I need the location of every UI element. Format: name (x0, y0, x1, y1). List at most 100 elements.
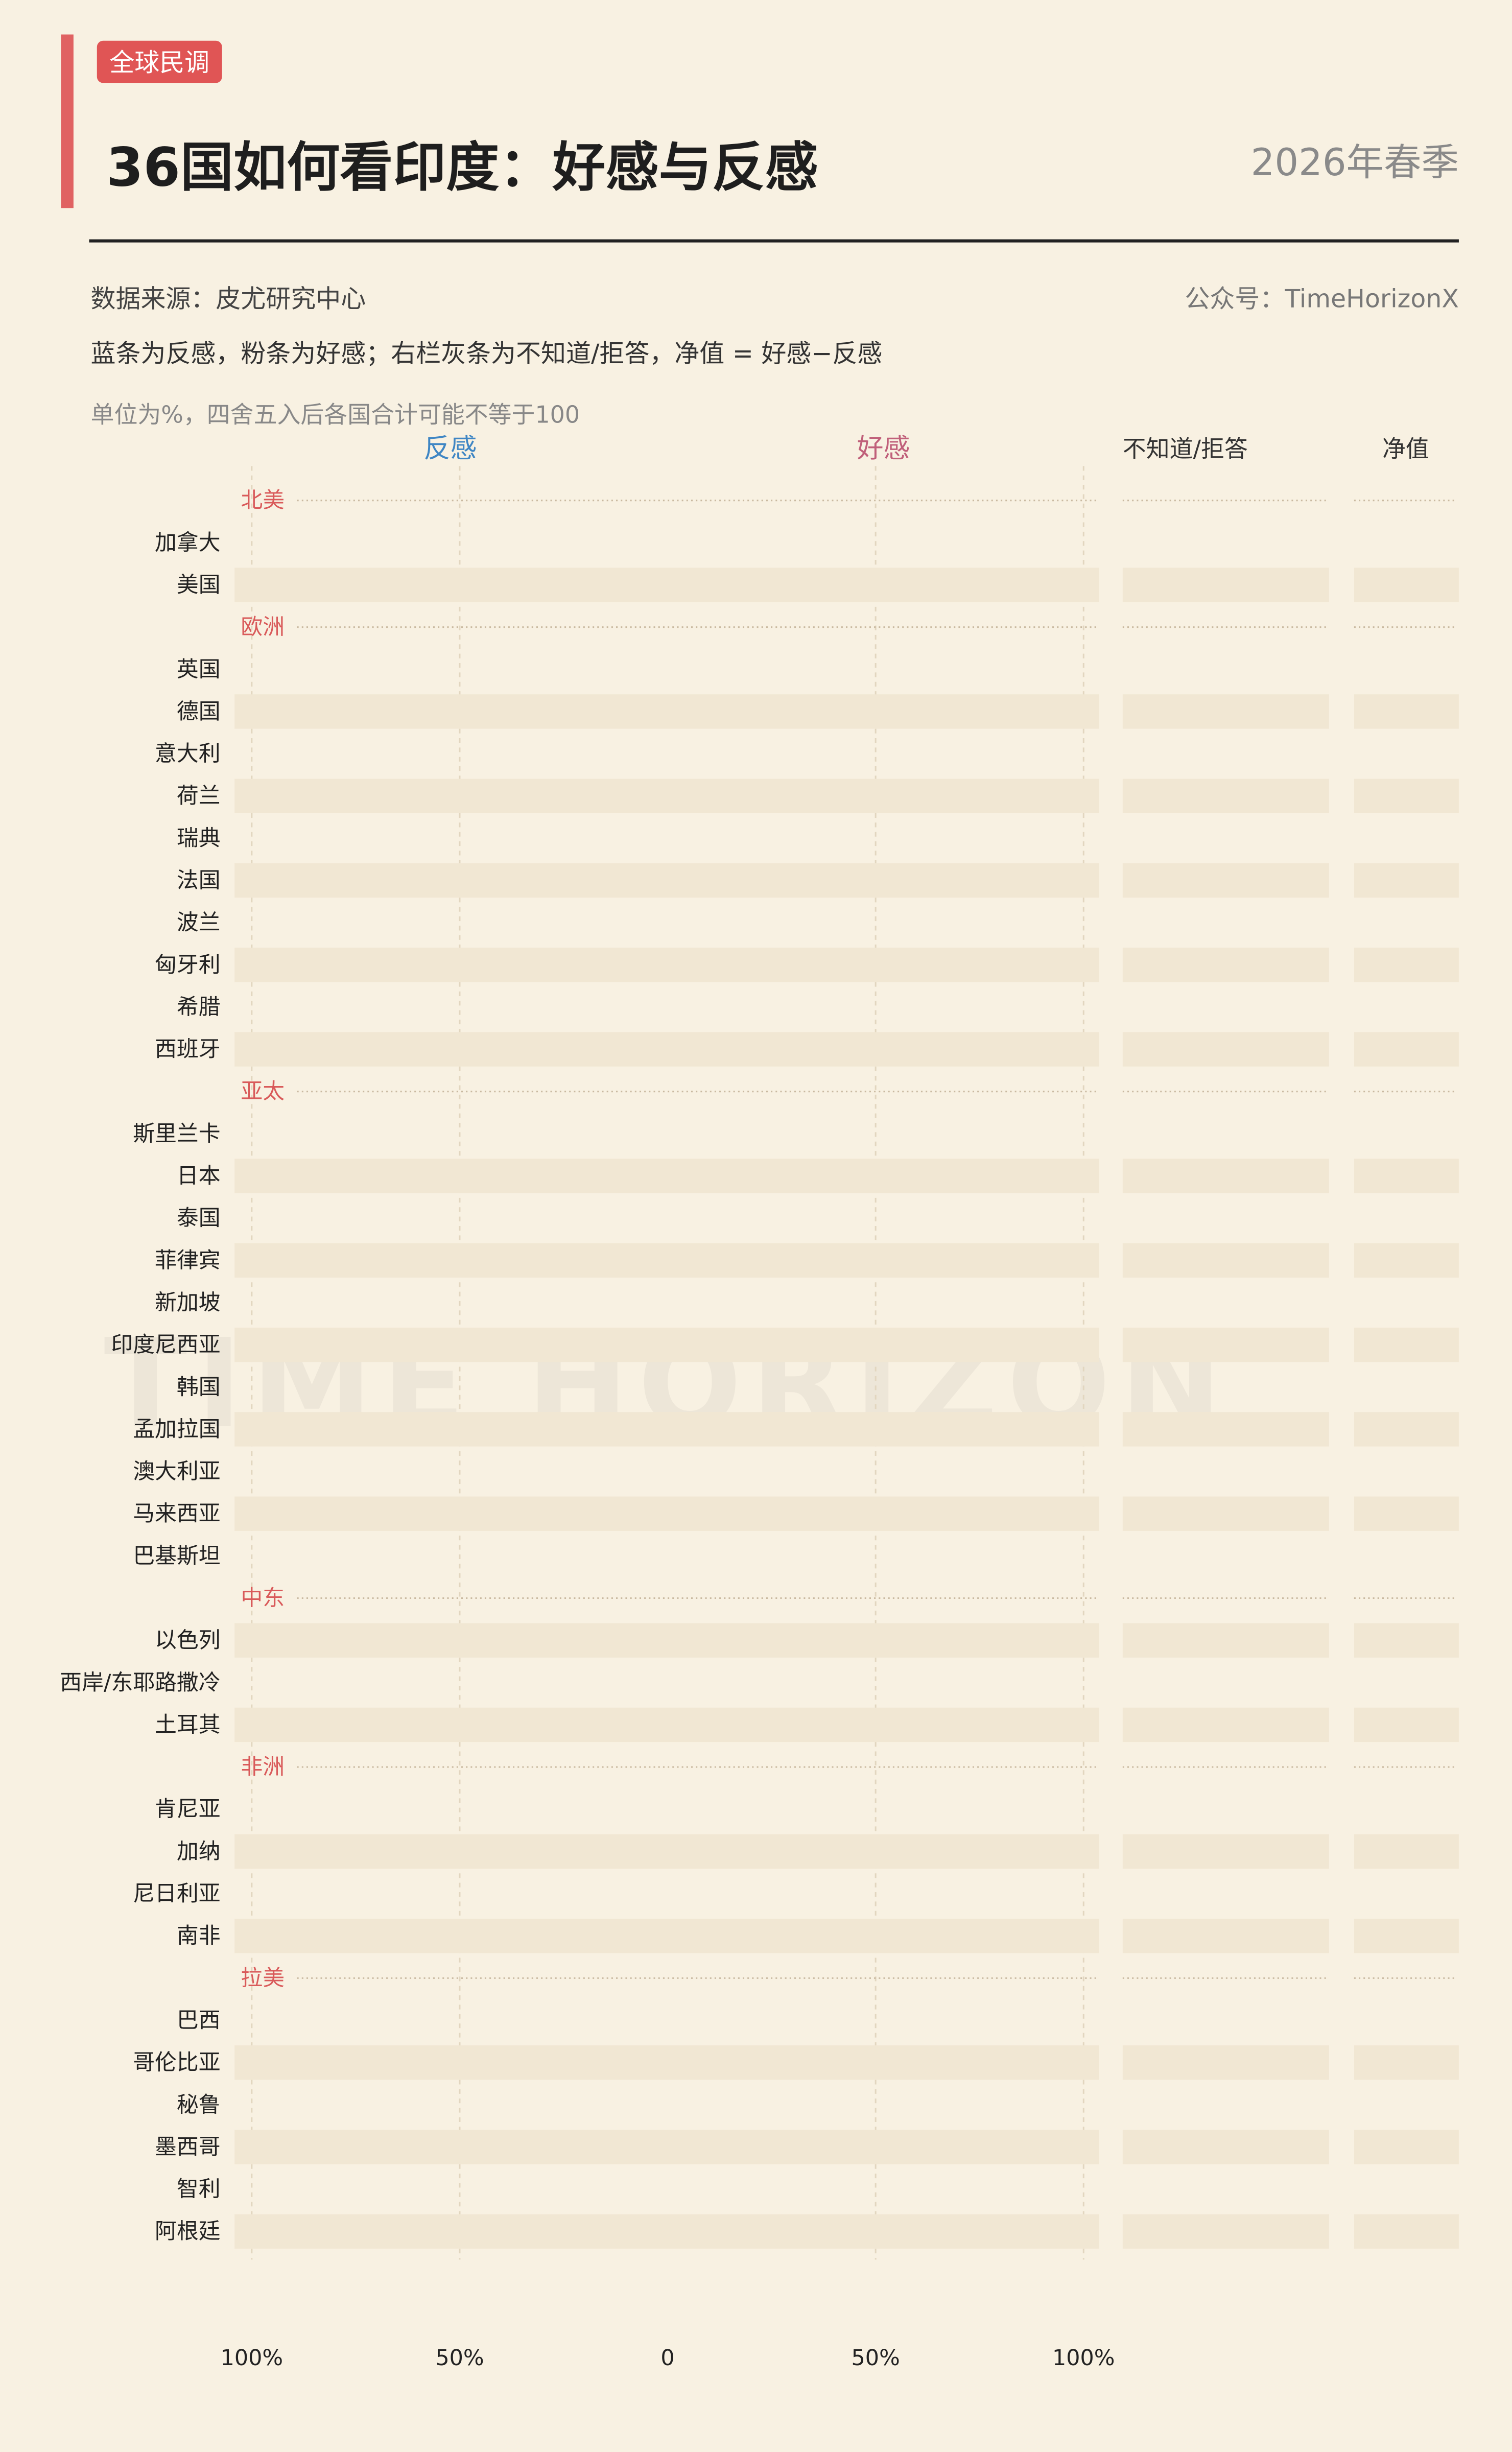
row-band (1122, 2130, 1329, 2164)
account: 公众号：TimeHorizonX (1185, 284, 1458, 313)
row-label: 澳大利亚 (133, 1459, 220, 1484)
row-band (234, 863, 1099, 898)
row-band (1354, 1032, 1459, 1067)
row-band (1122, 568, 1329, 602)
row-band (1122, 1834, 1329, 1869)
row-label: 孟加拉国 (133, 1417, 220, 1442)
row-label: 智利 (177, 2177, 221, 2202)
chart-title: 36国如何看印度：好感与反感 (106, 136, 818, 199)
row-band (234, 1159, 1099, 1193)
row-label: 英国 (177, 656, 221, 682)
row-band (1122, 2214, 1329, 2249)
row-label: 意大利 (155, 741, 221, 767)
row-band (1354, 863, 1459, 898)
row-band (234, 694, 1099, 729)
row-label: 泰国 (177, 1206, 221, 1231)
row-label: 加拿大 (155, 530, 221, 555)
x-tick-label: 100% (221, 2345, 284, 2371)
region-label: 北美 (241, 488, 285, 513)
row-label: 秘鲁 (177, 2092, 221, 2117)
row-band (1122, 948, 1329, 982)
row-band (1354, 779, 1459, 813)
row-band (234, 1412, 1099, 1447)
tag-badge (97, 40, 222, 83)
row-label: 以色列 (155, 1628, 221, 1653)
row-band (234, 1327, 1099, 1362)
column-header: 反感 (424, 434, 477, 464)
row-band (1122, 1243, 1329, 1278)
row-label: 肯尼亚 (155, 1797, 221, 1822)
row-label: 巴基斯坦 (133, 1543, 220, 1569)
column-header: 净值 (1382, 435, 1429, 463)
row-band (1354, 1243, 1459, 1278)
row-label: 斯里兰卡 (133, 1121, 220, 1146)
row-band (1122, 1496, 1329, 1531)
row-label: 荷兰 (177, 783, 221, 809)
row-band (1354, 1159, 1459, 1193)
row-label: 美国 (177, 572, 221, 598)
column-header: 不知道/拒答 (1123, 435, 1248, 463)
note: 蓝条为反感，粉条为好感；右栏灰条为不知道/拒答，净值 = 好感−反感 (91, 339, 883, 368)
row-label: 西班牙 (155, 1036, 221, 1062)
row-band (234, 568, 1099, 602)
row-band (1122, 1623, 1329, 1658)
row-label: 尼日利亚 (133, 1881, 220, 1906)
row-label: 瑞典 (177, 826, 221, 851)
row-label: 韩国 (177, 1374, 221, 1400)
row-band (1354, 1919, 1459, 1953)
row-label: 南非 (177, 1923, 221, 1949)
row-band (1122, 2045, 1329, 2080)
row-band (1354, 568, 1459, 602)
row-label: 马来西亚 (133, 1501, 220, 1526)
region-label: 中东 (241, 1586, 285, 1611)
x-tick-label: 100% (1052, 2345, 1115, 2371)
row-band (234, 948, 1099, 982)
row-band (1354, 1623, 1459, 1658)
row-label: 新加坡 (155, 1290, 221, 1315)
row-band (234, 1834, 1099, 1869)
season: 2026年春季 (1251, 141, 1459, 184)
row-label: 墨西哥 (155, 2134, 221, 2160)
region-label: 欧洲 (241, 615, 285, 640)
row-band (1122, 1412, 1329, 1447)
row-label: 希腊 (177, 994, 221, 1020)
source: 数据来源：皮尤研究中心 (91, 284, 366, 313)
row-band (234, 1243, 1099, 1278)
row-label: 西岸/东耶路撒冷 (60, 1670, 220, 1695)
row-band (234, 2214, 1099, 2249)
row-band (1122, 1159, 1329, 1193)
row-band (1354, 2045, 1459, 2080)
row-label: 法国 (177, 868, 221, 893)
region-label: 非洲 (241, 1754, 285, 1780)
row-band (234, 1707, 1099, 1742)
row-band (234, 2130, 1099, 2164)
row-label: 阿根廷 (155, 2219, 221, 2244)
row-label: 加纳 (177, 1838, 221, 1864)
row-label: 德国 (177, 699, 221, 724)
row-band (1354, 1412, 1459, 1447)
row-band (1122, 863, 1329, 898)
row-band (1354, 2130, 1459, 2164)
row-band (1354, 1707, 1459, 1742)
row-label: 巴西 (177, 2008, 221, 2033)
x-tick-label: 50% (852, 2345, 900, 2371)
row-band (1122, 1919, 1329, 1953)
row-band (1122, 694, 1329, 729)
row-band (1122, 1032, 1329, 1067)
row-band (234, 779, 1099, 813)
row-label: 日本 (177, 1163, 221, 1189)
row-label: 波兰 (177, 910, 221, 935)
row-label: 土耳其 (155, 1712, 221, 1737)
row-label: 印度尼西亚 (111, 1332, 220, 1358)
column-header: 好感 (857, 434, 910, 464)
row-band (1122, 779, 1329, 813)
region-label: 拉美 (241, 1965, 285, 1991)
row-band (234, 1623, 1099, 1658)
accent-bar (61, 34, 74, 208)
row-band (234, 1919, 1099, 1953)
row-band (234, 1032, 1099, 1067)
row-band (234, 1496, 1099, 1531)
row-band (1354, 1834, 1459, 1869)
